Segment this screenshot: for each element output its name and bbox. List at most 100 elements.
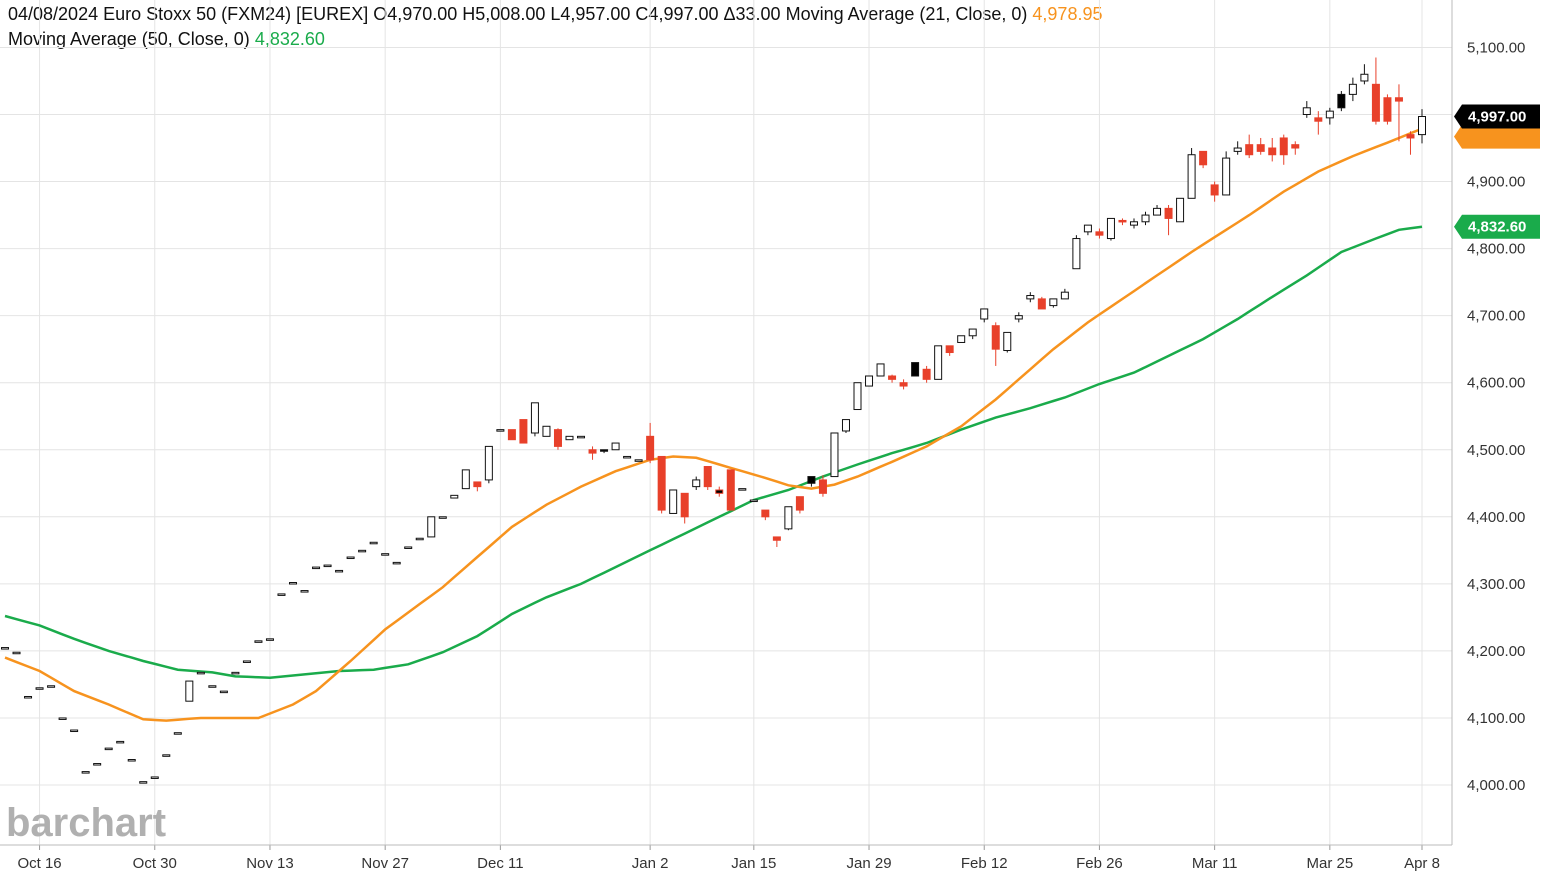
- candle: [1360, 64, 1369, 85]
- candle-body: [922, 368, 931, 380]
- candle-body: [807, 476, 816, 484]
- candle-body: [1222, 157, 1231, 196]
- candle-body: [185, 680, 194, 702]
- ma50-line: [4, 225, 1423, 679]
- candle-body: [1003, 331, 1012, 352]
- candle: [162, 754, 171, 757]
- candle: [265, 638, 274, 641]
- candle: [173, 732, 182, 735]
- candle-body: [335, 569, 344, 573]
- candle: [35, 687, 44, 690]
- y-tick-label: 5,100.00: [1467, 39, 1525, 56]
- candle: [404, 546, 413, 549]
- candle: [70, 729, 79, 733]
- candle-body: [519, 419, 528, 444]
- candle: [300, 590, 309, 593]
- candle: [1314, 111, 1323, 135]
- candle: [1394, 84, 1403, 142]
- candle: [254, 640, 263, 643]
- candle: [980, 308, 989, 323]
- candle-body: [450, 494, 459, 499]
- candle-body: [542, 425, 551, 437]
- candle: [1337, 91, 1346, 112]
- candle-body: [139, 781, 148, 784]
- y-tick-label: 4,400.00: [1467, 509, 1525, 526]
- candle: [692, 476, 701, 490]
- candle: [335, 569, 344, 573]
- candle: [1245, 134, 1254, 159]
- candle-body: [1302, 107, 1311, 115]
- candle-body: [772, 536, 781, 541]
- candle: [1141, 211, 1150, 226]
- last-price-tag: 4,997.00: [1454, 104, 1540, 129]
- candle: [749, 499, 758, 503]
- candle: [577, 435, 586, 439]
- candle-body: [127, 759, 136, 762]
- candle-body: [1394, 97, 1403, 102]
- candle-body: [1129, 221, 1138, 226]
- candle-body: [623, 455, 632, 459]
- candle-body: [853, 382, 862, 411]
- candle-body: [818, 479, 827, 494]
- instrument-name: Euro Stoxx 50 (FXM24) [EUREX]: [103, 4, 369, 24]
- candle: [219, 690, 228, 694]
- candle-body: [784, 506, 793, 530]
- x-tick-label: Jan 29: [847, 855, 892, 872]
- ma21-value: 4,978.95: [1032, 4, 1103, 24]
- candle: [496, 429, 505, 432]
- y-tick-label: 4,600.00: [1467, 375, 1525, 392]
- candle-body: [565, 435, 574, 441]
- candle-body: [231, 671, 240, 675]
- candle: [1072, 235, 1081, 270]
- candle: [139, 781, 148, 784]
- candle: [127, 759, 136, 762]
- candle-body: [265, 638, 274, 641]
- candle-body: [392, 561, 401, 565]
- candle-body: [461, 469, 470, 490]
- last-price-tag-bg: [1454, 104, 1540, 129]
- candle-body: [70, 729, 79, 733]
- candle: [381, 553, 390, 556]
- candle-body: [1279, 137, 1288, 156]
- candle-body: [1210, 184, 1219, 196]
- candle-body: [312, 566, 321, 570]
- candle: [1279, 134, 1288, 165]
- candle: [277, 593, 286, 596]
- candle: [968, 328, 977, 340]
- ma50-tag-bg: [1454, 214, 1540, 239]
- candle: [646, 422, 655, 464]
- candle-body: [1026, 295, 1035, 300]
- candle: [657, 455, 666, 514]
- candle-body: [427, 516, 436, 538]
- y-tick-label: 4,700.00: [1467, 308, 1525, 325]
- candle-body: [1199, 150, 1208, 166]
- candle-body: [1164, 207, 1173, 219]
- y-tick-label: 4,500.00: [1467, 442, 1525, 459]
- quote-date: 04/08/2024: [8, 4, 99, 24]
- candle-body: [150, 776, 159, 779]
- candle-body: [703, 466, 712, 488]
- candle-body: [738, 488, 747, 491]
- candle-body: [611, 442, 620, 451]
- candle: [196, 671, 205, 675]
- candle-body: [369, 541, 378, 545]
- candle: [346, 556, 355, 560]
- candle-body: [173, 732, 182, 735]
- candle-body: [1245, 144, 1254, 156]
- candle-body: [680, 492, 689, 518]
- candle-body: [588, 449, 597, 454]
- candle: [1026, 292, 1035, 303]
- y-tick-label: 4,200.00: [1467, 643, 1525, 660]
- candle-body: [876, 363, 885, 377]
- candle: [1014, 312, 1023, 323]
- candle: [876, 363, 885, 377]
- candle: [899, 379, 908, 390]
- candle-body: [104, 747, 113, 751]
- candle-body: [35, 687, 44, 690]
- candle: [150, 776, 159, 779]
- ma50-label: Moving Average (50, Close, 0): [8, 29, 250, 49]
- candle: [1187, 148, 1196, 199]
- candle-body: [553, 429, 562, 447]
